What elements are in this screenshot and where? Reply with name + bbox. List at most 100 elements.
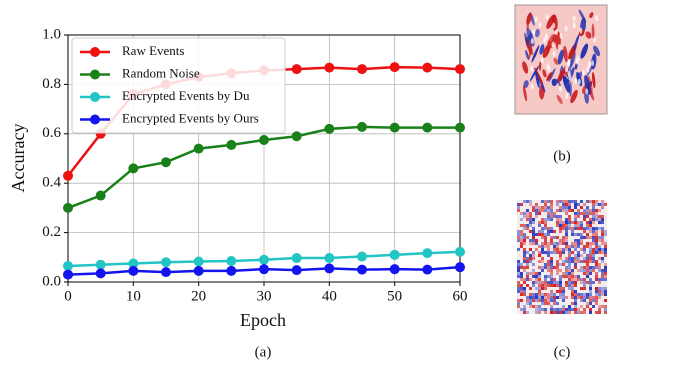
image-pixel: [547, 296, 550, 299]
image-pixel: [559, 200, 562, 203]
image-pixel: [538, 257, 541, 260]
image-pixel: [577, 266, 580, 269]
image-blob: [591, 71, 596, 89]
image-pixel: [523, 242, 526, 245]
image-pixel: [529, 305, 532, 308]
image-pixel: [604, 200, 607, 203]
image-pixel: [583, 209, 586, 212]
image-pixel: [535, 287, 538, 290]
image-pixel: [520, 221, 523, 224]
image-pixel: [565, 281, 568, 284]
image-pixel: [517, 281, 520, 284]
image-pixel: [541, 236, 544, 239]
image-pixel: [595, 257, 598, 260]
image-pixel: [571, 278, 574, 281]
image-pixel: [556, 251, 559, 254]
image-pixel: [523, 203, 526, 206]
image-pixel: [532, 215, 535, 218]
image-pixel: [580, 293, 583, 296]
image-blob: [579, 27, 583, 34]
image-pixel: [532, 287, 535, 290]
image-pixel: [568, 284, 571, 287]
image-pixel: [589, 311, 592, 314]
image-pixel: [583, 212, 586, 215]
image-pixel: [559, 284, 562, 287]
data-point: [193, 256, 204, 267]
image-pixel: [598, 290, 601, 293]
image-pixel: [598, 269, 601, 272]
image-pixel: [562, 227, 565, 230]
image-pixel: [598, 293, 601, 296]
image-blob: [538, 22, 542, 29]
image-pixel: [583, 203, 586, 206]
image-pixel: [595, 308, 598, 311]
image-pixel: [577, 251, 580, 254]
image-pixel: [553, 212, 556, 215]
image-pixel: [532, 269, 535, 272]
image-pixel: [598, 305, 601, 308]
image-pixel: [565, 242, 568, 245]
image-pixel: [571, 224, 574, 227]
image-pixel: [598, 251, 601, 254]
image-pixel: [553, 248, 556, 251]
image-pixel: [523, 218, 526, 221]
image-pixel: [592, 206, 595, 209]
image-pixel: [577, 281, 580, 284]
image-pixel: [520, 203, 523, 206]
image-pixel: [592, 278, 595, 281]
image-pixel: [571, 221, 574, 224]
image-pixel: [589, 263, 592, 266]
image-pixel: [532, 221, 535, 224]
image-pixel: [544, 254, 547, 257]
image-pixel: [547, 251, 550, 254]
image-pixel: [568, 200, 571, 203]
image-pixel: [541, 227, 544, 230]
image-pixel: [550, 230, 553, 233]
image-pixel: [520, 251, 523, 254]
image-pixel: [559, 233, 562, 236]
image-pixel: [559, 203, 562, 206]
image-pixel: [586, 293, 589, 296]
image-pixel: [544, 278, 547, 281]
data-point: [226, 265, 237, 276]
legend-label: Encrypted Events by Du: [122, 88, 250, 103]
image-pixel: [592, 254, 595, 257]
image-blob: [530, 38, 534, 45]
image-pixel: [523, 296, 526, 299]
image-pixel: [580, 287, 583, 290]
image-pixel: [565, 218, 568, 221]
image-pixel: [580, 254, 583, 257]
image-pixel: [580, 308, 583, 311]
image-pixel: [556, 281, 559, 284]
image-pixel: [559, 263, 562, 266]
image-pixel: [586, 299, 589, 302]
image-pixel: [574, 263, 577, 266]
image-pixel: [568, 296, 571, 299]
image-pixel: [520, 272, 523, 275]
image-pixel: [523, 221, 526, 224]
image-pixel: [577, 284, 580, 287]
image-pixel: [553, 209, 556, 212]
image-pixel: [556, 221, 559, 224]
image-pixel: [553, 296, 556, 299]
image-pixel: [562, 224, 565, 227]
legend-label: Random Noise: [122, 65, 200, 80]
image-pixel: [601, 266, 604, 269]
image-pixel: [592, 281, 595, 284]
image-pixel: [550, 236, 553, 239]
image-pixel: [595, 275, 598, 278]
image-pixel: [520, 290, 523, 293]
image-pixel: [583, 221, 586, 224]
image-pixel: [553, 233, 556, 236]
image-pixel: [535, 221, 538, 224]
image-pixel: [541, 305, 544, 308]
image-pixel: [598, 230, 601, 233]
image-pixel: [571, 215, 574, 218]
image-pixel: [547, 233, 550, 236]
image-pixel: [547, 230, 550, 233]
image-pixel: [520, 245, 523, 248]
image-pixel: [598, 287, 601, 290]
image-pixel: [544, 266, 547, 269]
image-pixel: [586, 284, 589, 287]
image-pixel: [583, 293, 586, 296]
